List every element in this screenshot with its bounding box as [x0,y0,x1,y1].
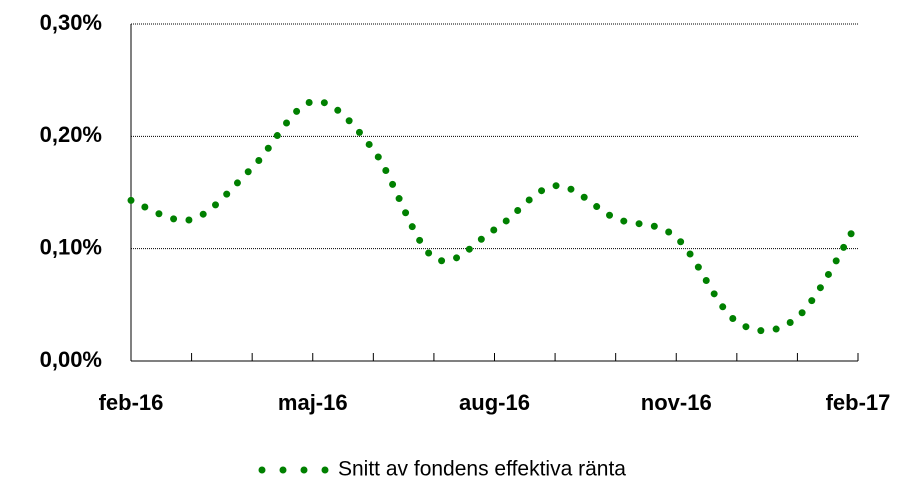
y-tick-label: 0,00% [40,347,102,372]
x-tick-label: feb-17 [826,390,891,415]
x-tick-label: maj-16 [278,390,348,415]
y-tick-label: 0,10% [40,234,102,259]
series-line [127,97,862,335]
legend-label: Snitt av fondens effektiva ränta [338,458,626,481]
x-tick-label: feb-16 [99,390,164,415]
x-tick-label: aug-16 [459,390,530,415]
y-tick-label: 0,20% [40,122,102,147]
x-tick-label: nov-16 [641,390,712,415]
y-tick-label: 0,30% [40,10,102,35]
